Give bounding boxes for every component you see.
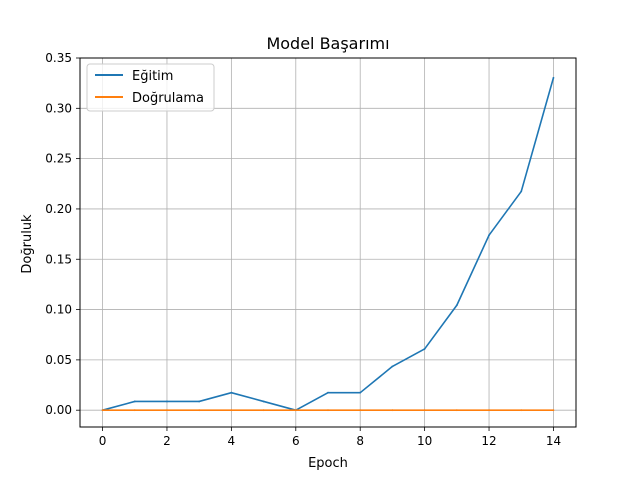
data-point-dogrulama xyxy=(552,409,555,412)
x-tick-label: 4 xyxy=(228,434,236,448)
data-point-egitim xyxy=(552,76,555,79)
y-tick-label: 0.10 xyxy=(45,303,72,317)
data-point-egitim xyxy=(133,400,136,403)
data-point-egitim xyxy=(455,304,458,307)
data-point-egitim xyxy=(423,348,426,350)
y-tick-label: 0.00 xyxy=(45,403,72,417)
tick-layer: 0 2 4 6 8 10 12 14 0.00 0.05 0.10 0.15 0.20 0.25 0.30 0… xyxy=(45,51,561,448)
data-point-dogrulama xyxy=(166,409,168,412)
data-point-dogrulama xyxy=(294,409,297,412)
x-tick-label: 2 xyxy=(163,434,171,448)
y-tick-label: 0.30 xyxy=(45,101,72,115)
data-point-egitim xyxy=(520,190,523,193)
data-point-egitim xyxy=(198,400,201,403)
data-point-egitim xyxy=(262,400,265,403)
legend: Eğitim Doğrulama xyxy=(86,63,215,112)
x-tick-label: 6 xyxy=(292,434,300,448)
y-tick-label: 0.05 xyxy=(45,353,72,367)
data-point-dogrulama xyxy=(230,409,233,412)
x-tick-label: 8 xyxy=(356,434,364,448)
data-point-egitim xyxy=(488,234,490,237)
data-point-dogrulama xyxy=(262,409,265,412)
data-point-egitim xyxy=(359,391,362,394)
data-point-dogrulama xyxy=(101,409,104,412)
y-tick-label: 0.20 xyxy=(45,202,72,216)
x-tick-label: 12 xyxy=(481,434,496,448)
data-point-egitim xyxy=(166,400,168,403)
data-point-dogrulama xyxy=(488,409,490,412)
y-tick-label: 0.25 xyxy=(45,152,72,166)
x-tick-label: 10 xyxy=(417,434,432,448)
data-point-dogrulama xyxy=(133,409,136,412)
legend-label-dogrulama: Doğrulama xyxy=(132,91,204,106)
data-point-dogrulama xyxy=(198,409,201,412)
data-point-egitim xyxy=(391,365,394,368)
data-point-egitim xyxy=(327,391,329,394)
x-tick-label: 0 xyxy=(99,434,107,448)
y-axis-label: Doğruluk xyxy=(20,214,35,274)
chart-title: Model Başarımı xyxy=(266,34,389,53)
x-axis-label: Epoch xyxy=(308,456,348,471)
data-point-dogrulama xyxy=(423,409,426,412)
y-tick-label: 0.15 xyxy=(45,252,72,266)
series-layer xyxy=(101,76,555,412)
data-point-dogrulama xyxy=(455,409,458,412)
y-tick-label: 0.35 xyxy=(45,51,72,65)
data-point-egitim xyxy=(230,391,233,394)
data-point-dogrulama xyxy=(520,409,523,412)
data-point-dogrulama xyxy=(327,409,329,412)
data-point-dogrulama xyxy=(359,409,362,412)
legend-label-egitim: Eğitim xyxy=(132,69,173,84)
data-point-dogrulama xyxy=(391,409,394,412)
x-tick-label: 14 xyxy=(546,434,561,448)
axes-frame xyxy=(79,57,577,428)
